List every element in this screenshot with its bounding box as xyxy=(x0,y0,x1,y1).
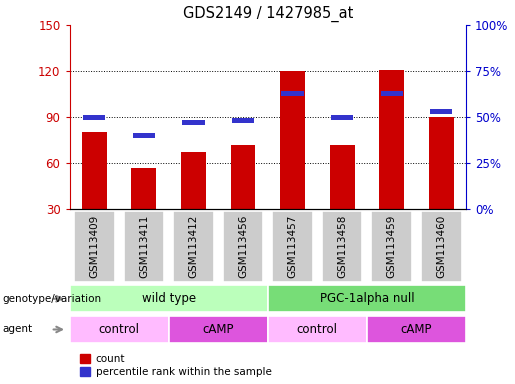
Text: GSM113412: GSM113412 xyxy=(188,215,198,278)
Bar xyxy=(268,285,466,312)
Text: cAMP: cAMP xyxy=(401,323,432,336)
Bar xyxy=(70,316,168,343)
Bar xyxy=(181,152,206,209)
Text: control: control xyxy=(297,323,338,336)
Bar xyxy=(367,316,466,343)
Text: GSM113409: GSM113409 xyxy=(89,215,99,278)
Bar xyxy=(82,132,107,209)
Bar xyxy=(421,211,461,282)
Bar xyxy=(280,71,305,209)
Bar xyxy=(281,91,304,96)
Bar xyxy=(173,211,214,282)
Bar xyxy=(380,70,404,209)
Bar xyxy=(133,133,155,138)
Bar xyxy=(74,211,115,282)
Bar xyxy=(124,211,164,282)
Text: PGC-1alpha null: PGC-1alpha null xyxy=(320,292,414,305)
Title: GDS2149 / 1427985_at: GDS2149 / 1427985_at xyxy=(183,6,353,22)
Bar xyxy=(222,211,263,282)
Text: GSM113411: GSM113411 xyxy=(139,215,149,278)
Bar xyxy=(232,118,254,123)
Text: genotype/variation: genotype/variation xyxy=(3,294,101,304)
Bar xyxy=(371,211,412,282)
Legend: count, percentile rank within the sample: count, percentile rank within the sample xyxy=(80,354,271,377)
Bar xyxy=(83,114,106,120)
Bar xyxy=(429,117,454,209)
Text: GSM113457: GSM113457 xyxy=(287,215,298,278)
Text: wild type: wild type xyxy=(142,292,196,305)
Bar xyxy=(131,168,156,209)
Text: GSM113459: GSM113459 xyxy=(387,215,397,278)
Bar xyxy=(331,114,353,120)
Text: GSM113458: GSM113458 xyxy=(337,215,347,278)
Text: agent: agent xyxy=(3,324,32,334)
Text: GSM113460: GSM113460 xyxy=(436,215,447,278)
Bar xyxy=(70,285,268,312)
Bar xyxy=(168,316,268,343)
Bar xyxy=(268,316,367,343)
Text: control: control xyxy=(98,323,140,336)
Bar xyxy=(231,145,255,209)
Bar xyxy=(272,211,313,282)
Bar xyxy=(182,120,204,125)
Bar xyxy=(381,91,403,96)
Bar xyxy=(322,211,363,282)
Text: cAMP: cAMP xyxy=(202,323,234,336)
Bar xyxy=(330,145,354,209)
Text: GSM113456: GSM113456 xyxy=(238,215,248,278)
Bar xyxy=(430,109,453,114)
